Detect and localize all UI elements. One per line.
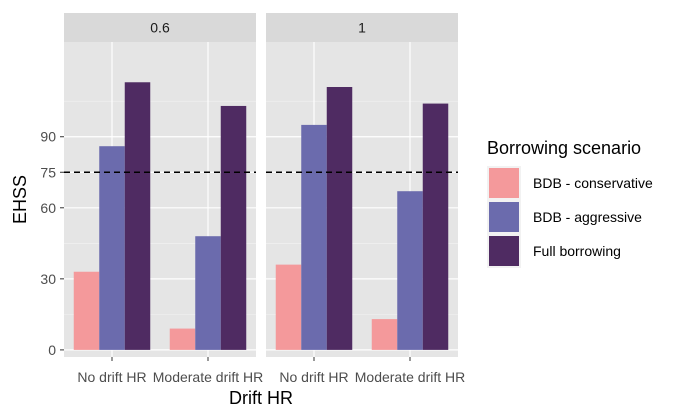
- y-tick-label: 60: [40, 200, 56, 216]
- legend-swatch: [489, 168, 519, 198]
- legend-swatch: [489, 202, 519, 232]
- bar: [99, 146, 125, 350]
- facet-strip: [64, 13, 256, 42]
- legend-label: Full borrowing: [533, 243, 621, 259]
- legend-title: Borrowing scenario: [487, 138, 641, 158]
- facet-strip-label: 1: [358, 20, 366, 36]
- facet-strip-label: 0.6: [150, 20, 170, 36]
- y-tick-label: 0: [48, 342, 56, 358]
- x-axis-title: Drift HR: [229, 388, 293, 408]
- x-tick-label: No drift HR: [77, 369, 146, 385]
- bar: [169, 328, 196, 350]
- x-tick-label: No drift HR: [279, 369, 348, 385]
- bar: [301, 124, 327, 350]
- bar: [275, 264, 302, 350]
- x-tick-label: Moderate drift HR: [153, 369, 263, 385]
- bar: [124, 82, 151, 350]
- y-axis-title: EHSS: [10, 175, 30, 224]
- legend-label: BDB - conservative: [533, 175, 653, 191]
- y-tick-label: 30: [40, 271, 56, 287]
- bar: [326, 87, 353, 350]
- bar: [73, 271, 100, 350]
- y-tick-label: 90: [40, 129, 56, 145]
- legend-label: BDB - aggressive: [533, 209, 642, 225]
- bar: [371, 319, 398, 350]
- facet-strip: [266, 13, 458, 42]
- y-tick-label: 75: [40, 164, 56, 180]
- bar: [422, 103, 449, 350]
- legend-swatch: [489, 236, 519, 266]
- bar: [220, 105, 247, 350]
- bar: [195, 236, 221, 350]
- bar: [397, 191, 423, 350]
- x-tick-label: Moderate drift HR: [355, 369, 465, 385]
